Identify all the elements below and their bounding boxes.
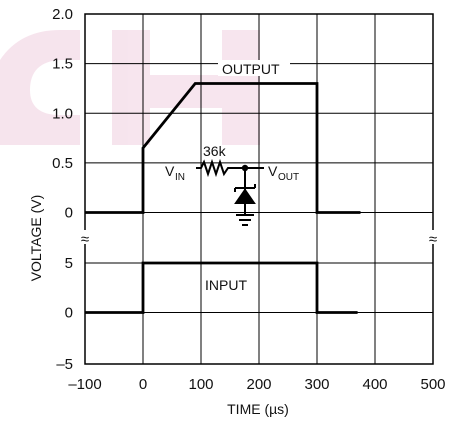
tick-labels: 2.0 1.5 1.0 0.5 0 5 0 –5 –100 0 100 200 300 400 500: [52, 6, 445, 393]
input-series-line: [85, 261, 358, 314]
schematic-vout-subscript: OUT: [278, 172, 299, 183]
axis-breaks: ≈ ≈: [78, 230, 440, 248]
y-tick-label: 0.5: [52, 155, 73, 172]
x-tick-label: 300: [304, 376, 329, 393]
x-tick-label: 200: [246, 376, 271, 393]
axis-break-symbol: ≈: [81, 231, 89, 248]
series-layer: [85, 82, 361, 314]
y-axis-label: VOLTAGE (V): [28, 195, 44, 282]
output-label-bg: [218, 60, 290, 76]
y-tick-label: 1.0: [52, 105, 73, 122]
x-tick-label: 100: [188, 376, 213, 393]
schematic-vout-label: V: [268, 163, 278, 179]
y-tick-label: 2.0: [52, 6, 73, 23]
schematic-resistor: [196, 158, 264, 178]
x-axis-label: TIME (µs): [227, 401, 289, 417]
ground-symbol: [236, 214, 254, 226]
plot-border: [84, 13, 434, 365]
output-series-label: OUTPUT: [222, 61, 280, 77]
output-series-line: [85, 82, 361, 214]
input-series-label: INPUT: [205, 277, 247, 293]
watermark: [0, 30, 260, 145]
schematic-vin-label: V: [165, 163, 175, 179]
x-tick-label: 0: [139, 376, 147, 393]
y-tick-label: 0: [65, 305, 73, 322]
schematic: V IN 36k V OUT: [165, 143, 299, 226]
y-tick-label: 1.5: [52, 56, 73, 73]
y-tick-label: –5: [56, 356, 73, 373]
axis-break-mask: [78, 230, 92, 244]
axis-break-mask: [426, 230, 440, 244]
schematic-resistor-value: 36k: [203, 143, 227, 159]
y-tick-label: 5: [65, 255, 73, 272]
plot-frame: [84, 13, 434, 365]
axis-break-symbol: ≈: [429, 231, 437, 248]
x-tick-label: 400: [362, 376, 387, 393]
zener-diode-symbol: [234, 184, 256, 204]
x-tick-label: 500: [420, 376, 445, 393]
y-tick-label: 0: [65, 205, 73, 222]
schematic-vin-subscript: IN: [175, 172, 185, 183]
x-tick-label: –100: [68, 376, 101, 393]
